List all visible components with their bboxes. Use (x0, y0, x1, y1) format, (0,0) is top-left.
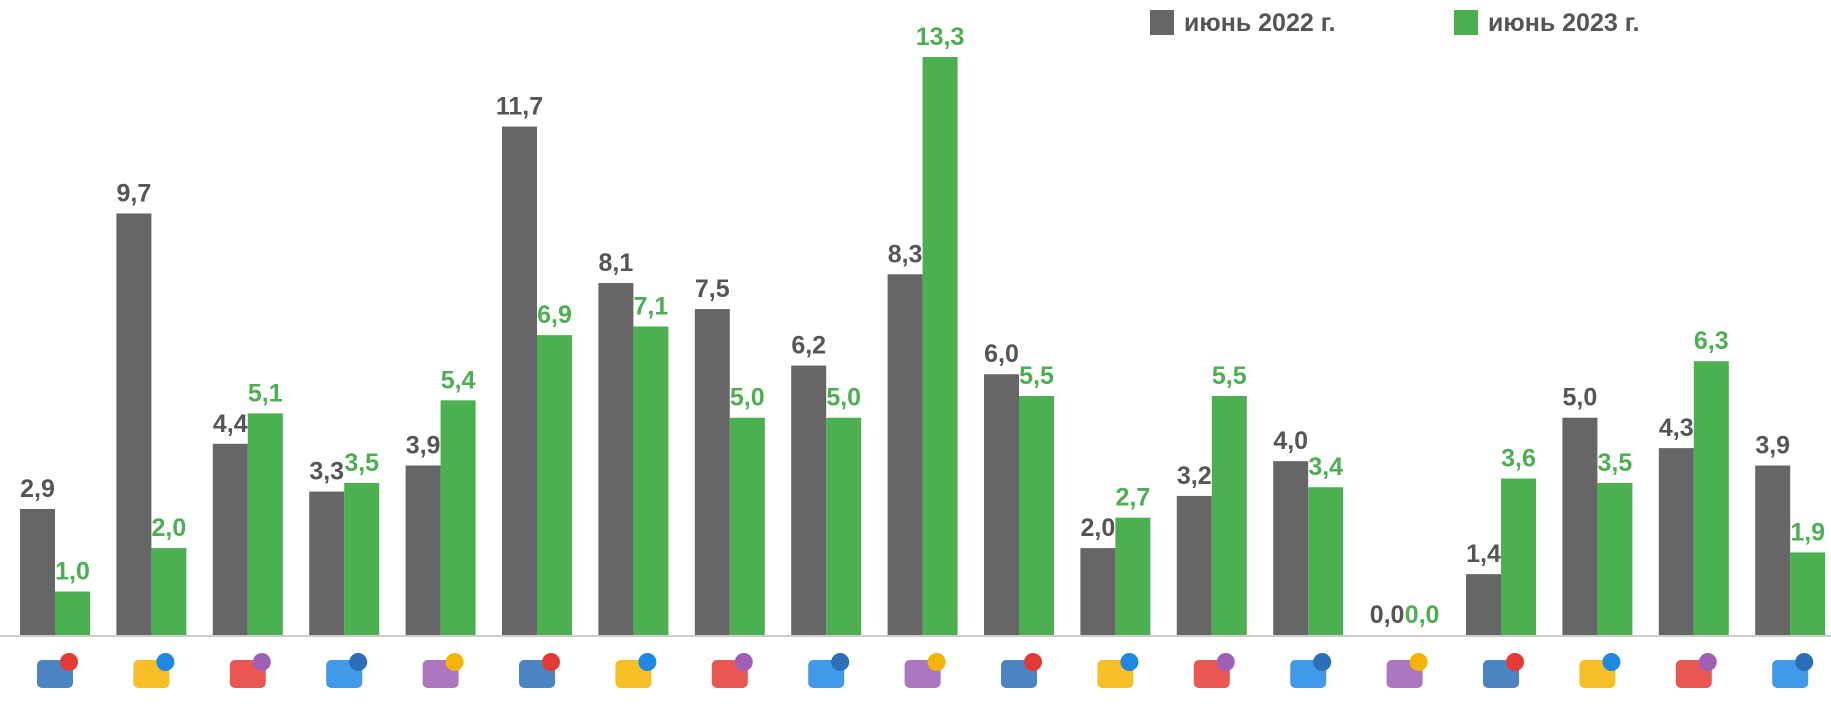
bar (826, 417, 862, 635)
bar (1562, 417, 1598, 635)
bar (1755, 465, 1791, 635)
bar (984, 374, 1019, 635)
bar (1176, 495, 1212, 635)
bar (1597, 482, 1633, 635)
bar (1211, 395, 1247, 635)
value-label: 9,7 (117, 179, 152, 207)
category-icon (1602, 653, 1621, 671)
value-label: 2,7 (1116, 484, 1151, 512)
value-label: 2,0 (1081, 514, 1116, 542)
value-label: 4,3 (1659, 414, 1694, 442)
bar (1658, 448, 1694, 635)
value-label: 8,3 (888, 240, 923, 268)
bar (729, 417, 765, 635)
category-icon (1313, 653, 1332, 671)
legend-label: июнь 2022 г. (1184, 9, 1336, 37)
bar (922, 57, 958, 635)
value-label: 8,1 (599, 249, 634, 277)
value-label: 5,1 (248, 379, 283, 407)
value-label: 4,0 (1273, 427, 1308, 455)
bar (247, 413, 283, 635)
bar (20, 508, 55, 635)
category-icon (445, 653, 464, 671)
bar (1466, 574, 1501, 635)
category-icon (1120, 653, 1139, 671)
legend-swatch (1454, 10, 1478, 35)
bar (887, 274, 923, 635)
category-icon (1506, 653, 1524, 671)
value-label: 5,0 (1563, 384, 1598, 412)
category-icon (60, 653, 78, 671)
bar (694, 309, 730, 635)
bar (212, 443, 248, 635)
category-icon (927, 653, 946, 671)
category-icon (734, 653, 753, 671)
value-label: 6,2 (791, 332, 826, 360)
category-icon (831, 653, 850, 671)
bar (1790, 552, 1826, 635)
value-label: 5,5 (1212, 362, 1247, 390)
bar (116, 213, 152, 636)
category-icon (349, 653, 368, 671)
value-label: 4,4 (213, 410, 248, 438)
value-label: 3,9 (406, 432, 441, 460)
value-label: 7,5 (695, 275, 730, 303)
bar (309, 491, 345, 635)
value-label: 3,3 (309, 458, 344, 486)
category-icon (252, 653, 271, 671)
bar (1693, 361, 1729, 635)
bar (1019, 395, 1054, 635)
bar (1080, 548, 1116, 635)
legend-label: июнь 2023 г. (1488, 9, 1640, 37)
bar (405, 465, 441, 635)
value-label: 3,6 (1501, 445, 1536, 473)
value-label: 0,0 (1405, 601, 1440, 629)
value-label: 5,4 (441, 366, 476, 394)
category-icon (1409, 653, 1428, 671)
value-label: 5,5 (1019, 362, 1054, 390)
value-label: 13,3 (916, 23, 965, 51)
bar (537, 335, 572, 635)
category-icon (156, 653, 175, 671)
value-label: 3,5 (1598, 449, 1633, 477)
value-label: 11,7 (496, 93, 543, 121)
category-icon (542, 653, 560, 671)
bar (1115, 517, 1151, 635)
bar (791, 365, 827, 635)
value-label: 5,0 (730, 384, 765, 412)
legend-swatch (1150, 10, 1174, 35)
value-label: 3,4 (1308, 453, 1343, 481)
bar (440, 400, 476, 635)
value-label: 2,9 (20, 475, 55, 503)
bar (151, 548, 187, 635)
bar (344, 482, 380, 635)
bar (1273, 461, 1309, 635)
value-label: 2,0 (152, 514, 187, 542)
bar (1501, 478, 1536, 635)
category-icon (1795, 653, 1814, 671)
value-label: 3,2 (1177, 462, 1212, 490)
value-label: 1,9 (1790, 518, 1825, 546)
category-icon (1024, 653, 1042, 671)
bar (1308, 487, 1344, 635)
value-label: 1,4 (1466, 540, 1501, 568)
bar (55, 591, 90, 635)
value-label: 5,0 (826, 384, 861, 412)
bar (502, 126, 537, 635)
category-icon (1216, 653, 1235, 671)
value-label: 3,5 (344, 449, 379, 477)
value-label: 6,0 (984, 340, 1019, 368)
value-label: 6,3 (1694, 327, 1729, 355)
category-icon (1698, 653, 1717, 671)
value-label: 3,9 (1755, 432, 1790, 460)
bar (633, 326, 669, 635)
value-label: 6,9 (537, 301, 572, 329)
value-label: 7,1 (634, 292, 669, 320)
value-label: 0,0 (1370, 601, 1405, 629)
bar (598, 282, 634, 635)
value-label: 1,0 (55, 558, 90, 586)
category-icon (638, 653, 657, 671)
